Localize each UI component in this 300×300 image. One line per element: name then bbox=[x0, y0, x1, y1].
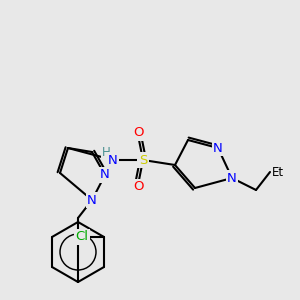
Text: Cl: Cl bbox=[76, 230, 88, 244]
Text: N: N bbox=[87, 194, 97, 206]
Text: H: H bbox=[102, 146, 110, 160]
Text: Et: Et bbox=[272, 166, 284, 178]
Text: N: N bbox=[227, 172, 237, 184]
Text: N: N bbox=[108, 154, 118, 166]
Text: N: N bbox=[213, 142, 223, 154]
Text: O: O bbox=[133, 181, 143, 194]
Text: S: S bbox=[139, 154, 147, 166]
Text: N: N bbox=[100, 169, 110, 182]
Text: O: O bbox=[133, 127, 143, 140]
